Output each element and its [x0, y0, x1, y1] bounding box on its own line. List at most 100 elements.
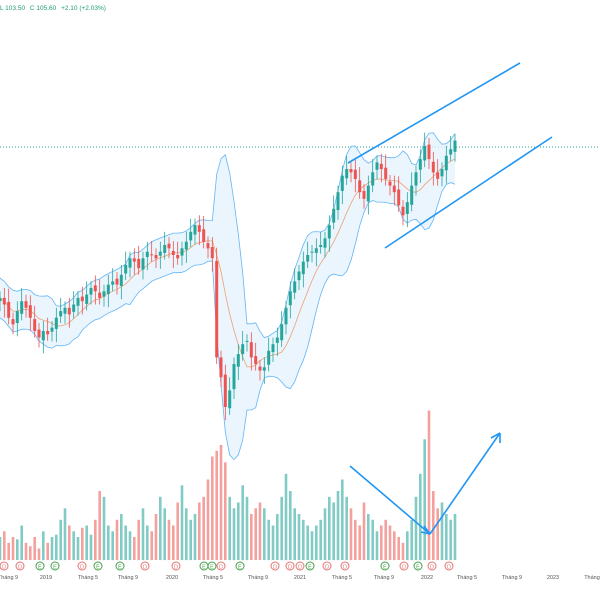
candle-body	[436, 172, 440, 179]
candle	[0, 291, 2, 312]
candle-body	[184, 241, 188, 250]
volume-bar	[397, 537, 400, 560]
time-axis-label: Tháng 9	[0, 575, 18, 581]
volume-bar	[11, 537, 15, 560]
candle-body	[306, 255, 310, 262]
candle-body	[33, 319, 37, 331]
candle-body	[54, 317, 58, 329]
svg-text:E: E	[53, 564, 57, 570]
volume-bar	[358, 525, 361, 560]
volume-bar	[440, 502, 444, 560]
candle	[54, 307, 58, 343]
candle-body	[449, 149, 453, 155]
candle	[171, 241, 175, 269]
candle	[184, 231, 188, 263]
candle-body	[154, 255, 158, 259]
volume-bar	[180, 485, 184, 561]
candle	[128, 251, 132, 278]
volume-up-trend-line[interactable]	[429, 432, 501, 535]
candle	[59, 297, 63, 324]
candle	[332, 195, 336, 230]
candle-body	[392, 185, 396, 193]
volume-bar	[323, 508, 327, 561]
candle-body	[7, 301, 11, 318]
candle	[440, 162, 444, 187]
volume-bar	[29, 546, 32, 560]
candle-body	[288, 291, 292, 306]
candle	[453, 134, 457, 162]
candle-body	[46, 331, 50, 335]
candle-body	[427, 144, 431, 160]
svg-text:D: D	[2, 564, 6, 570]
event-marker: D	[270, 561, 280, 571]
bollinger-lower-line	[0, 182, 456, 461]
time-axis: Tháng 9 2019 Tháng 5 Tháng 9 2020 Tháng 5 Thán…	[0, 575, 600, 581]
volume-bar	[393, 531, 396, 561]
candle	[115, 272, 119, 295]
candle	[111, 268, 115, 292]
candle-body	[241, 344, 245, 355]
time-axis-label: 2020	[166, 575, 178, 581]
candle	[228, 377, 232, 415]
volume-bar	[367, 514, 370, 560]
candle	[206, 236, 210, 259]
candle	[436, 159, 440, 186]
candlesticks	[0, 132, 457, 421]
volume-bar	[133, 537, 136, 560]
candle	[89, 281, 93, 305]
candle	[80, 286, 84, 315]
volume-bar	[349, 508, 353, 561]
channel-lower-line[interactable]	[384, 136, 553, 249]
candle	[20, 288, 24, 321]
volume-bar	[414, 496, 418, 561]
svg-text:E: E	[38, 564, 42, 570]
candle	[7, 288, 11, 325]
candle	[85, 281, 89, 311]
svg-text:D: D	[288, 564, 292, 570]
candle	[397, 176, 401, 212]
candle-body	[405, 202, 409, 214]
svg-text:E: E	[383, 564, 387, 570]
volume-bar	[42, 531, 45, 561]
volume-bar	[107, 525, 110, 560]
candle	[154, 248, 158, 269]
volume-down-trend-line[interactable]	[349, 465, 431, 535]
channel-upper-line[interactable]	[347, 62, 521, 164]
candle	[306, 241, 310, 269]
candle-body	[0, 297, 2, 302]
candle-body	[301, 261, 305, 275]
candle	[145, 241, 149, 271]
volume-bar	[336, 491, 340, 560]
volume-bar	[81, 527, 84, 560]
svg-text:E: E	[416, 564, 420, 570]
volume-bar	[263, 508, 266, 561]
candle	[262, 357, 266, 384]
candle	[288, 281, 292, 319]
trend-drawings[interactable]	[347, 62, 553, 535]
candle-body	[319, 245, 323, 247]
time-axis-label: 2022	[421, 575, 433, 581]
candle	[2, 288, 6, 318]
volume-bar	[206, 479, 210, 560]
event-marker: D	[285, 561, 295, 571]
candle-body	[254, 356, 258, 364]
candle	[314, 238, 318, 267]
svg-text:D: D	[18, 564, 22, 570]
candle-body	[431, 161, 435, 173]
candle	[98, 279, 102, 305]
volume-bar	[354, 519, 357, 561]
volume-bar	[219, 445, 223, 560]
volume-bar	[150, 531, 153, 561]
arrowhead-icon	[490, 432, 501, 443]
candle	[41, 321, 45, 354]
candle	[158, 241, 162, 269]
candle	[236, 344, 240, 380]
volume-bar	[427, 410, 431, 560]
volume-bar	[245, 496, 249, 561]
candle-body	[262, 367, 266, 371]
candle-body	[163, 245, 167, 253]
svg-text:D: D	[447, 564, 451, 570]
volume-bar	[254, 508, 257, 561]
